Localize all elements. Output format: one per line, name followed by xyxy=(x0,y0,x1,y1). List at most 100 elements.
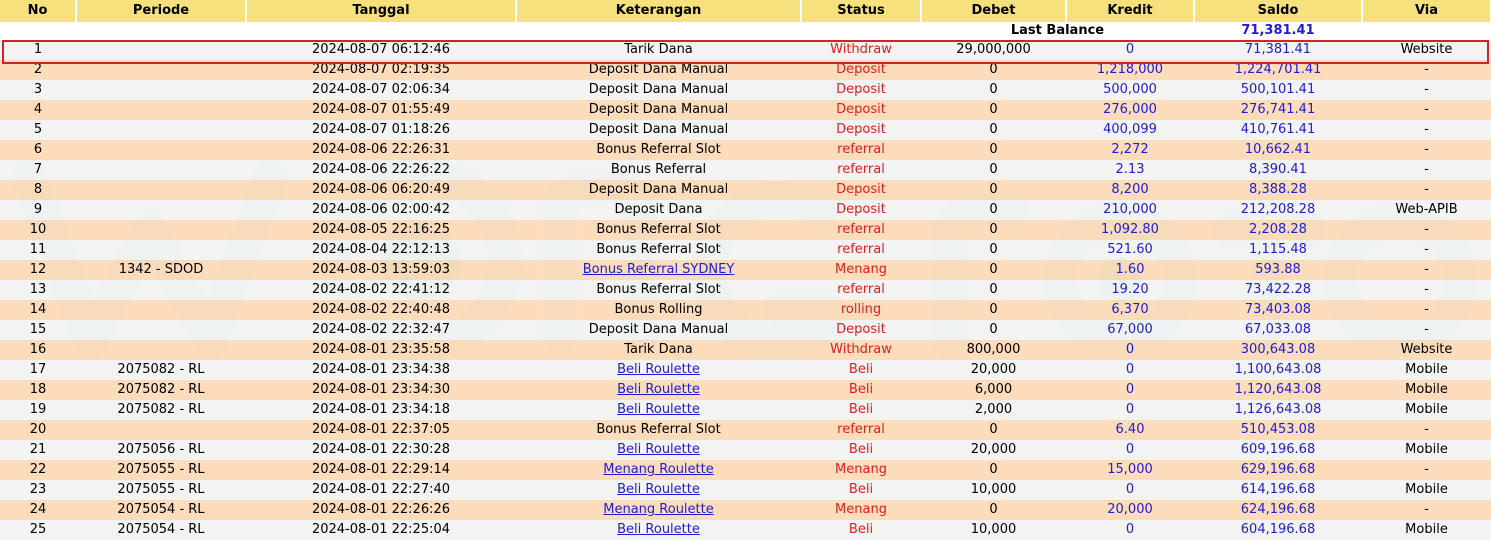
cell-status: referral xyxy=(801,140,921,160)
cell-debet: 0 xyxy=(921,160,1066,180)
cell-periode xyxy=(76,120,246,140)
cell-kredit: 6.40 xyxy=(1066,420,1194,440)
cell-tanggal: 2024-08-02 22:32:47 xyxy=(246,320,516,340)
cell-no: 20 xyxy=(0,420,76,440)
cell-periode xyxy=(76,40,246,60)
cell-status: referral xyxy=(801,280,921,300)
cell-via: - xyxy=(1362,80,1491,100)
cell-status: Deposit xyxy=(801,80,921,100)
cell-tanggal: 2024-08-04 22:12:13 xyxy=(246,240,516,260)
cell-keterangan: Menang Roulette xyxy=(516,460,801,480)
cell-saldo: 1,115.48 xyxy=(1194,240,1362,260)
cell-no: 14 xyxy=(0,300,76,320)
cell-tanggal: 2024-08-01 22:26:26 xyxy=(246,500,516,520)
cell-no: 18 xyxy=(0,380,76,400)
keterangan-link[interactable]: Beli Roulette xyxy=(617,522,700,537)
cell-saldo: 8,388.28 xyxy=(1194,180,1362,200)
table-row: 3 2024-08-07 02:06:34 Deposit Dana Manual D… xyxy=(0,80,1491,100)
last-balance-row: Last Balance 71,381.41 xyxy=(0,22,1491,40)
table-row: 14 2024-08-02 22:40:48 Bonus Rolling rollin… xyxy=(0,300,1491,320)
cell-via: - xyxy=(1362,500,1491,520)
cell-kredit: 6,370 xyxy=(1066,300,1194,320)
cell-keterangan: Deposit Dana xyxy=(516,200,801,220)
cell-no: 24 xyxy=(0,500,76,520)
cell-keterangan: Menang Roulette xyxy=(516,500,801,520)
cell-kredit: 2.13 xyxy=(1066,160,1194,180)
keterangan-link[interactable]: Menang Roulette xyxy=(603,502,714,517)
cell-debet: 0 xyxy=(921,220,1066,240)
cell-saldo: 212,208.28 xyxy=(1194,200,1362,220)
cell-tanggal: 2024-08-01 22:27:40 xyxy=(246,480,516,500)
cell-debet: 800,000 xyxy=(921,340,1066,360)
cell-saldo: 1,100,643.08 xyxy=(1194,360,1362,380)
cell-keterangan: Deposit Dana Manual xyxy=(516,100,801,120)
cell-tanggal: 2024-08-01 22:30:28 xyxy=(246,440,516,460)
cell-via: - xyxy=(1362,140,1491,160)
cell-debet: 0 xyxy=(921,420,1066,440)
keterangan-link[interactable]: Beli Roulette xyxy=(617,382,700,397)
cell-keterangan: Deposit Dana Manual xyxy=(516,120,801,140)
cell-no: 16 xyxy=(0,340,76,360)
cell-no: 21 xyxy=(0,440,76,460)
cell-tanggal: 2024-08-03 13:59:03 xyxy=(246,260,516,280)
cell-debet: 0 xyxy=(921,180,1066,200)
cell-saldo: 629,196.68 xyxy=(1194,460,1362,480)
cell-periode xyxy=(76,60,246,80)
cell-no: 5 xyxy=(0,120,76,140)
cell-debet: 0 xyxy=(921,460,1066,480)
table-row: 25 2075054 - RL 2024-08-01 22:25:04 Beli Ro… xyxy=(0,520,1491,540)
keterangan-link[interactable]: Bonus Referral SYDNEY xyxy=(582,262,735,277)
cell-kredit: 276,000 xyxy=(1066,100,1194,120)
cell-keterangan: Beli Roulette xyxy=(516,400,801,420)
cell-tanggal: 2024-08-01 22:25:04 xyxy=(246,520,516,540)
keterangan-link[interactable]: Beli Roulette xyxy=(617,402,700,417)
cell-kredit: 0 xyxy=(1066,340,1194,360)
keterangan-link[interactable]: Beli Roulette xyxy=(617,362,700,377)
cell-tanggal: 2024-08-01 23:34:30 xyxy=(246,380,516,400)
keterangan-link[interactable]: Beli Roulette xyxy=(617,482,700,497)
cell-debet: 0 xyxy=(921,320,1066,340)
cell-status: Deposit xyxy=(801,320,921,340)
cell-saldo: 300,643.08 xyxy=(1194,340,1362,360)
cell-debet: 20,000 xyxy=(921,440,1066,460)
cell-periode xyxy=(76,160,246,180)
table-row: 24 2075054 - RL 2024-08-01 22:26:26 Menang … xyxy=(0,500,1491,520)
cell-tanggal: 2024-08-07 01:18:26 xyxy=(246,120,516,140)
cell-status: Beli xyxy=(801,440,921,460)
cell-saldo: 8,390.41 xyxy=(1194,160,1362,180)
table-row: 13 2024-08-02 22:41:12 Bonus Referral Slot… xyxy=(0,280,1491,300)
cell-keterangan: Tarik Dana xyxy=(516,40,801,60)
cell-kredit: 67,000 xyxy=(1066,320,1194,340)
cell-debet: 6,000 xyxy=(921,380,1066,400)
cell-saldo: 614,196.68 xyxy=(1194,480,1362,500)
cell-debet: 0 xyxy=(921,240,1066,260)
cell-status: Beli xyxy=(801,520,921,540)
cell-debet: 0 xyxy=(921,300,1066,320)
cell-periode: 2075082 - RL xyxy=(76,400,246,420)
table-row: 17 2075082 - RL 2024-08-01 23:34:38 Beli Ro… xyxy=(0,360,1491,380)
keterangan-link[interactable]: Beli Roulette xyxy=(617,442,700,457)
keterangan-link[interactable]: Menang Roulette xyxy=(603,462,714,477)
cell-kredit: 500,000 xyxy=(1066,80,1194,100)
cell-kredit: 1,218,000 xyxy=(1066,60,1194,80)
table-row: 16 2024-08-01 23:35:58 Tarik Dana Withdraw 8… xyxy=(0,340,1491,360)
cell-keterangan: Deposit Dana Manual xyxy=(516,180,801,200)
cell-debet: 0 xyxy=(921,100,1066,120)
table-row: 19 2075082 - RL 2024-08-01 23:34:18 Beli Ro… xyxy=(0,400,1491,420)
cell-tanggal: 2024-08-01 22:29:14 xyxy=(246,460,516,480)
cell-via: - xyxy=(1362,60,1491,80)
cell-status: referral xyxy=(801,420,921,440)
cell-via: - xyxy=(1362,240,1491,260)
table-row: 2 2024-08-07 02:19:35 Deposit Dana Manual D… xyxy=(0,60,1491,80)
cell-no: 11 xyxy=(0,240,76,260)
cell-via: - xyxy=(1362,220,1491,240)
cell-debet: 0 xyxy=(921,140,1066,160)
cell-via: - xyxy=(1362,300,1491,320)
cell-tanggal: 2024-08-01 23:35:58 xyxy=(246,340,516,360)
cell-debet: 0 xyxy=(921,500,1066,520)
table-row: 7 2024-08-06 22:26:22 Bonus Referral referr… xyxy=(0,160,1491,180)
cell-via: - xyxy=(1362,260,1491,280)
column-header-status: Status xyxy=(801,0,922,22)
cell-kredit: 0 xyxy=(1066,520,1194,540)
cell-via: - xyxy=(1362,460,1491,480)
